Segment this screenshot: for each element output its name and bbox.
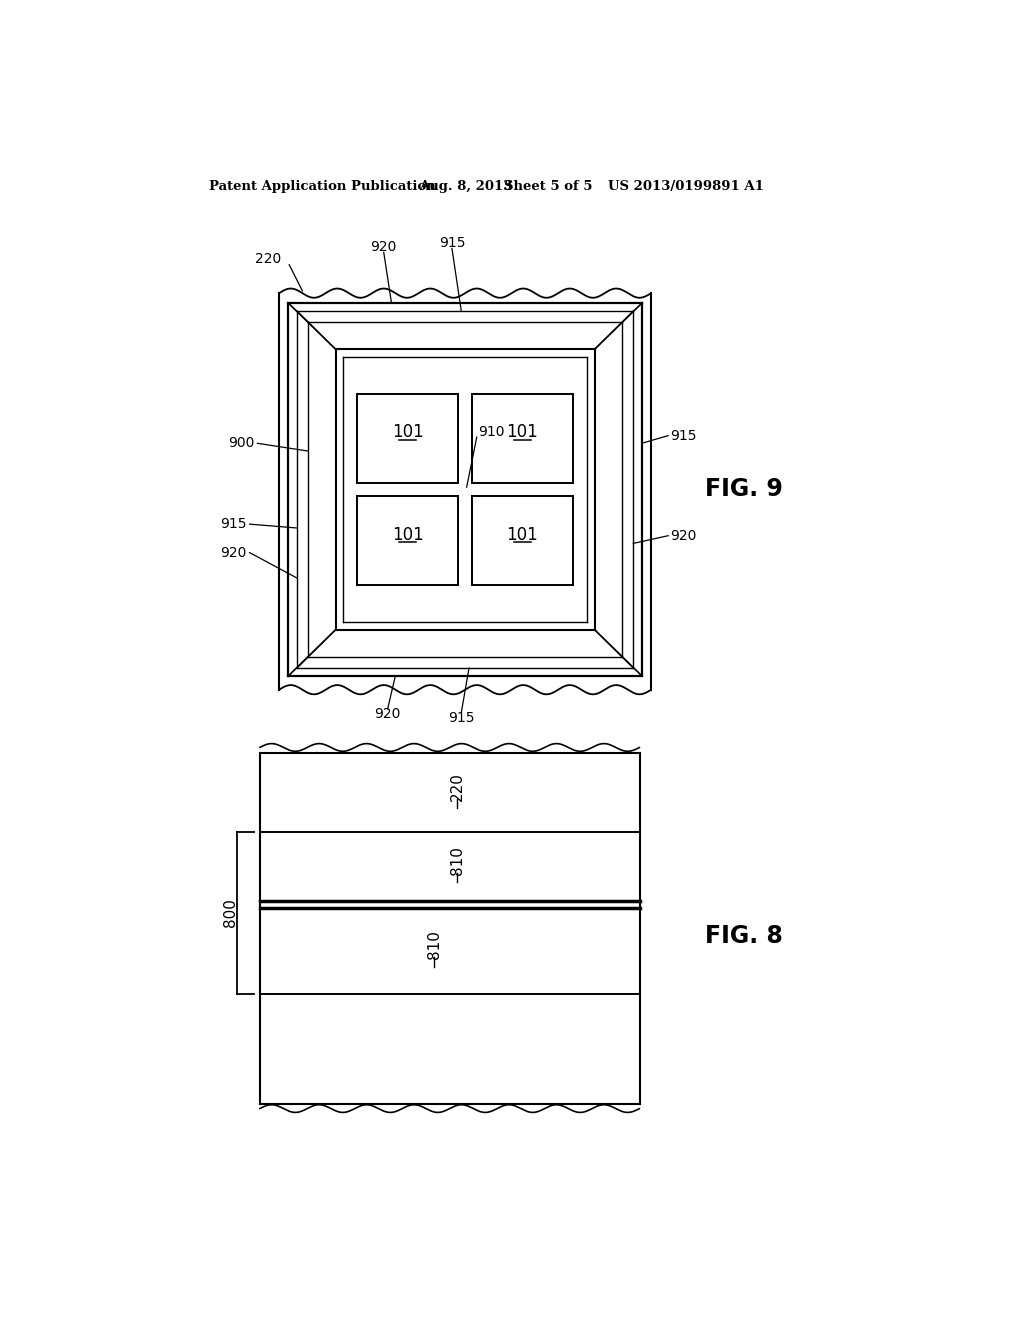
Text: 920: 920 (220, 545, 247, 560)
Text: 915: 915 (449, 711, 474, 725)
Text: Aug. 8, 2013: Aug. 8, 2013 (419, 181, 512, 194)
Text: 220: 220 (450, 772, 465, 801)
Text: 915: 915 (438, 236, 465, 249)
Text: 220: 220 (255, 252, 282, 265)
Text: Patent Application Publication: Patent Application Publication (209, 181, 436, 194)
Text: Sheet 5 of 5: Sheet 5 of 5 (504, 181, 592, 194)
Text: 101: 101 (507, 424, 539, 441)
Text: 101: 101 (507, 525, 539, 544)
Text: 910: 910 (478, 425, 505, 438)
Text: 920: 920 (371, 240, 397, 253)
Text: 915: 915 (220, 517, 247, 531)
Text: 101: 101 (392, 525, 424, 544)
Text: 810: 810 (450, 846, 465, 875)
Text: FIG. 8: FIG. 8 (706, 924, 783, 948)
Text: 900: 900 (228, 437, 254, 450)
Text: FIG. 9: FIG. 9 (706, 478, 783, 502)
Text: US 2013/0199891 A1: US 2013/0199891 A1 (608, 181, 764, 194)
Text: 920: 920 (375, 708, 400, 721)
Text: 101: 101 (392, 424, 424, 441)
Text: 810: 810 (427, 931, 441, 960)
Text: 915: 915 (671, 429, 697, 442)
Text: 800: 800 (223, 899, 238, 928)
Text: 920: 920 (671, 529, 697, 543)
